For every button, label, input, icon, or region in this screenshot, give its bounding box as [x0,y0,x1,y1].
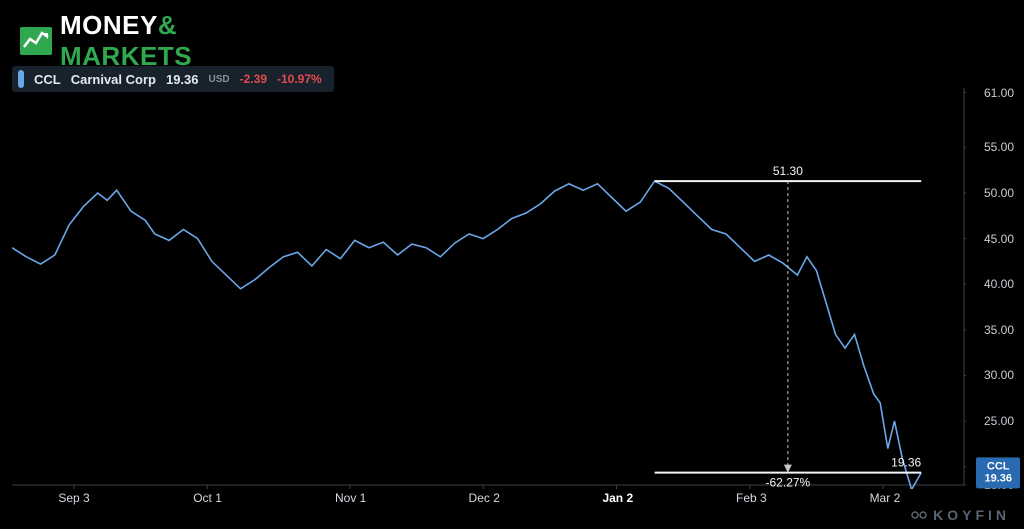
koyfin-text: KOYFIN [933,507,1010,523]
y-tick-label: 35.00 [984,323,1014,337]
y-tick-label: 25.00 [984,414,1014,428]
y-tick-label: 30.00 [984,368,1014,382]
chart-area: 51.30 19.36 -62.27% [12,86,966,489]
logo-icon [18,23,54,59]
x-tick-label: Nov 1 [335,491,366,505]
x-tick-label: Dec 2 [469,491,500,505]
y-tick-label: 40.00 [984,277,1014,291]
logo-text: MONEY& MARKETS [60,10,192,72]
ticker-change-pct: -10.97% [277,72,322,86]
x-tick-label: Mar 2 [870,491,901,505]
ticker-name: Carnival Corp [71,72,156,87]
ticker-price: 19.36 [166,72,199,87]
x-tick-label: Jan 2 [602,491,633,505]
koyfin-watermark: KOYFIN [911,507,1010,523]
ticker-currency: USD [209,74,230,85]
price-flag: CCL19.36 [976,457,1020,488]
x-axis: Sep 3 Oct 1 Nov 1 Dec 2 Jan 2 Feb 3 Mar 2 [12,491,966,513]
y-tick-label: 50.00 [984,186,1014,200]
x-tick-label: Sep 3 [58,491,89,505]
svg-text:51.30: 51.30 [773,164,803,178]
svg-text:-62.27%: -62.27% [766,476,811,489]
logo: MONEY& MARKETS [18,10,192,72]
ticker-change: -2.39 [240,72,267,86]
price-chart: 51.30 19.36 -62.27% [12,86,966,489]
y-tick-label: 55.00 [984,140,1014,154]
logo-amp: & [158,10,177,40]
x-tick-label: Oct 1 [193,491,222,505]
koyfin-icon [911,507,927,523]
y-tick-label: 45.00 [984,232,1014,246]
ticker-symbol: CCL [34,72,61,87]
logo-money: MONEY [60,10,158,40]
svg-text:19.36: 19.36 [891,456,921,470]
y-tick-label: 61.00 [984,86,1014,100]
x-tick-label: Feb 3 [736,491,767,505]
y-axis: 61.00 55.00 50.00 45.00 40.00 35.00 30.00 25.00… [968,86,1024,489]
